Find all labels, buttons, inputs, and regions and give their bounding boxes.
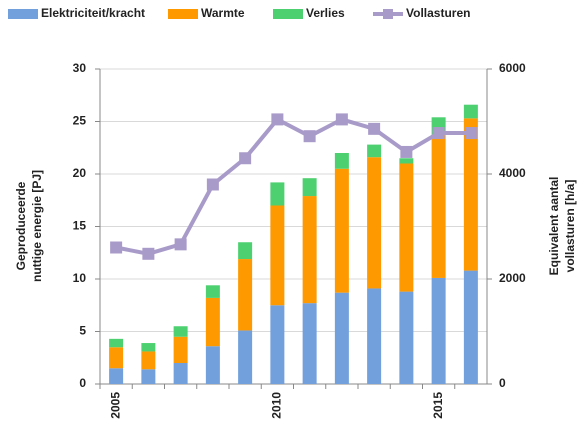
y2-tick-label: 2000 — [499, 271, 526, 285]
line-marker — [464, 127, 477, 140]
y2-tick-label: 4000 — [499, 166, 526, 180]
legend-marker — [383, 9, 393, 19]
line-marker — [271, 113, 284, 126]
line-marker — [400, 145, 413, 158]
bar-segment — [141, 343, 156, 352]
y-tick-label: 30 — [73, 61, 87, 75]
bar-segment — [270, 205, 285, 306]
y2-axis-title: Equivalent aantal — [547, 177, 561, 276]
bar-segment — [238, 330, 253, 384]
y-tick-label: 20 — [73, 166, 87, 180]
legend-swatch — [273, 9, 303, 19]
bar-segment — [141, 369, 156, 384]
bar-segment — [302, 303, 317, 384]
legend-swatch — [168, 9, 198, 19]
bar-segment — [205, 297, 220, 347]
bar-segment — [173, 363, 188, 384]
bar-segment — [205, 285, 220, 298]
bar-segment — [334, 292, 349, 384]
line-marker — [239, 152, 252, 165]
y-axis-title: Geproduceerde — [14, 181, 28, 270]
bar-segment — [205, 346, 220, 384]
line-marker — [206, 178, 219, 191]
y-tick-label: 15 — [73, 219, 87, 233]
x-tick-label: 2015 — [431, 392, 445, 419]
y2-tick-label: 0 — [499, 376, 506, 390]
line-marker — [110, 241, 123, 254]
bar-segment — [399, 291, 414, 384]
bar-segment — [270, 305, 285, 384]
y-tick-label: 10 — [73, 271, 87, 285]
bar-segment — [367, 157, 382, 289]
y-tick-label: 25 — [73, 114, 87, 128]
legend-label: Warmte — [201, 6, 245, 20]
line-marker — [174, 238, 187, 251]
bar-segment — [302, 196, 317, 304]
bar-segment — [302, 178, 317, 197]
line-marker — [335, 113, 348, 126]
legend-label: Verlies — [306, 6, 345, 20]
bar-segment — [367, 288, 382, 384]
bar-segment — [463, 118, 478, 271]
x-tick-label: 2005 — [108, 392, 122, 419]
y-tick-label: 0 — [79, 376, 86, 390]
legend-label: Elektriciteit/kracht — [41, 6, 145, 20]
bar-segment — [431, 135, 446, 278]
bar-segment — [463, 270, 478, 384]
line — [115, 116, 471, 256]
bar-segment — [270, 182, 285, 206]
bar-segment — [173, 326, 188, 337]
bar-segment — [109, 338, 124, 348]
bar-segment — [334, 153, 349, 169]
line-marker — [368, 122, 381, 135]
bar-segment — [238, 242, 253, 260]
bar-segment — [334, 168, 349, 293]
legend-swatch — [8, 9, 38, 19]
bar-segment — [431, 277, 446, 384]
bar-segment — [463, 104, 478, 119]
y2-axis-title: vollasturen [h/a] — [563, 180, 577, 273]
bar-segment — [109, 347, 124, 369]
bar-segment — [141, 351, 156, 370]
line-marker — [432, 127, 445, 140]
bar-segment — [367, 144, 382, 158]
y2-tick-label: 6000 — [499, 61, 526, 75]
y-axis-title: nuttige energie [PJ] — [30, 170, 44, 282]
line-marker — [142, 247, 155, 260]
y-tick-label: 5 — [79, 324, 86, 338]
bar-segment — [173, 336, 188, 363]
legend-label: Vollasturen — [406, 6, 470, 20]
bar-segment — [399, 158, 414, 164]
line-marker — [303, 130, 316, 143]
x-tick-label: 2010 — [270, 392, 284, 419]
bar-segment — [238, 259, 253, 331]
bar-segment — [399, 163, 414, 292]
bar-segment — [109, 368, 124, 384]
